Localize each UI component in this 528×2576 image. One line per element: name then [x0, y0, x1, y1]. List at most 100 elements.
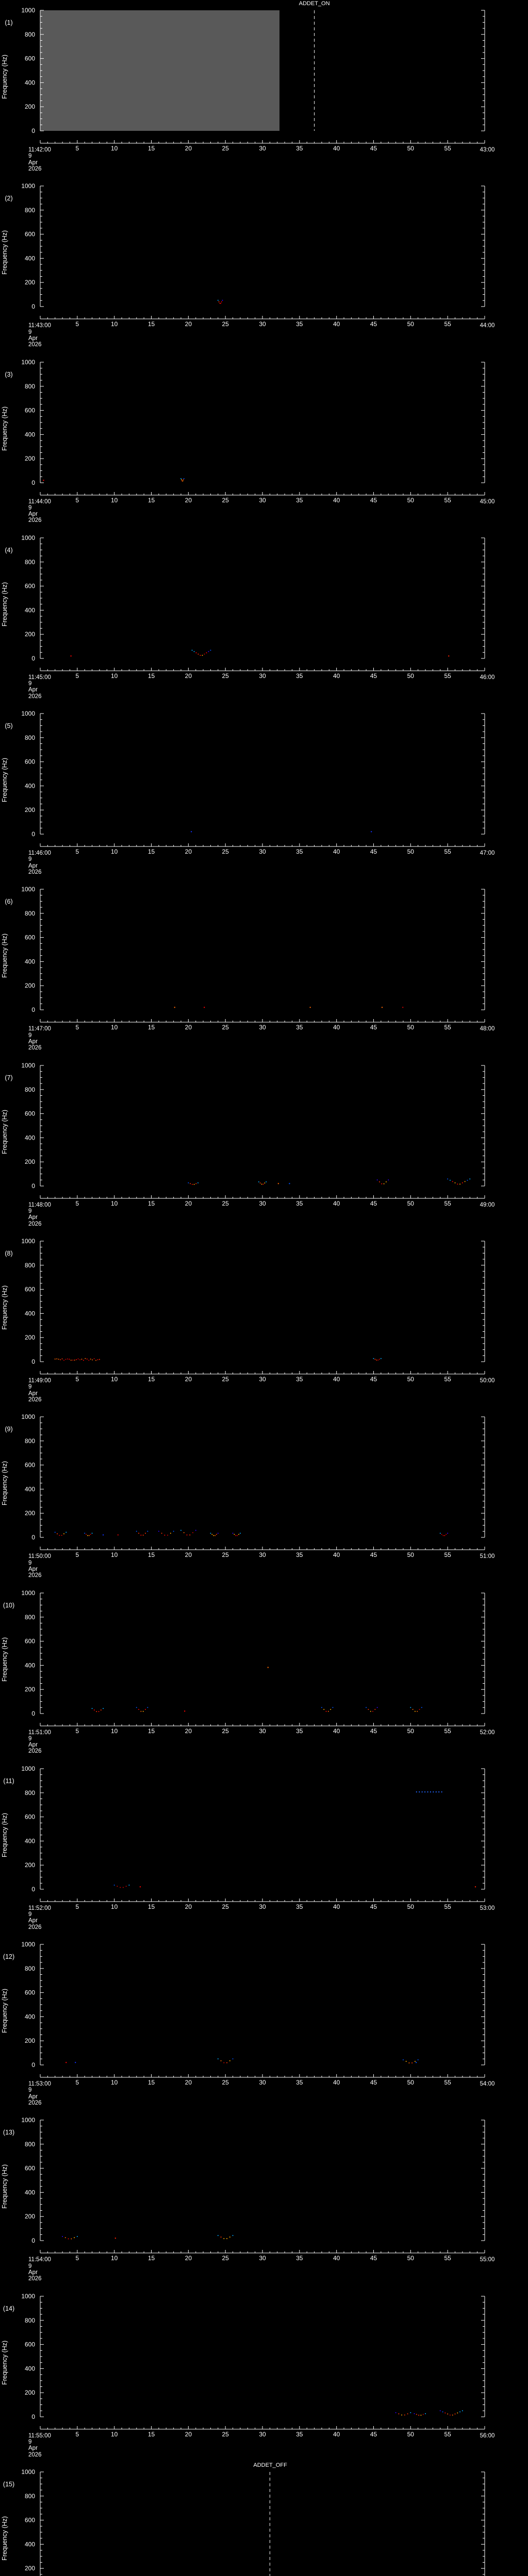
- svg-text:50: 50: [407, 1727, 415, 1735]
- svg-text:55: 55: [444, 1903, 451, 1910]
- svg-text:20: 20: [185, 848, 192, 855]
- svg-text:5: 5: [76, 1024, 79, 1031]
- svg-text:55: 55: [444, 1200, 451, 1207]
- svg-text:5: 5: [76, 2255, 79, 2262]
- svg-text:50: 50: [407, 2255, 415, 2262]
- svg-text:25: 25: [222, 145, 229, 152]
- svg-text:25: 25: [222, 1727, 229, 1735]
- svg-text:5: 5: [76, 672, 79, 680]
- svg-text:(1): (1): [5, 19, 12, 26]
- svg-text:0: 0: [31, 303, 35, 310]
- svg-text:35: 35: [296, 1024, 303, 1031]
- svg-text:800: 800: [25, 1613, 35, 1620]
- svg-text:10: 10: [111, 672, 118, 680]
- svg-text:600: 600: [25, 2517, 35, 2524]
- svg-text:50: 50: [407, 1200, 415, 1207]
- svg-text:1000: 1000: [21, 2468, 35, 2476]
- svg-text:15: 15: [148, 848, 155, 855]
- svg-text:1000: 1000: [21, 710, 35, 717]
- svg-text:50: 50: [407, 1024, 415, 1031]
- svg-text:(3): (3): [5, 371, 12, 378]
- svg-text:(15): (15): [3, 2481, 14, 2488]
- svg-text:40: 40: [333, 497, 340, 504]
- svg-text:600: 600: [25, 2341, 35, 2348]
- svg-text:45: 45: [370, 1376, 377, 1383]
- svg-text:15: 15: [148, 1727, 155, 1735]
- svg-text:1000: 1000: [21, 1765, 35, 1772]
- svg-text:50: 50: [407, 848, 415, 855]
- svg-text:20: 20: [185, 320, 192, 328]
- svg-text:200: 200: [25, 1334, 35, 1341]
- svg-text:35: 35: [296, 1551, 303, 1558]
- svg-text:35: 35: [296, 497, 303, 504]
- svg-text:50: 50: [407, 672, 415, 680]
- svg-text:800: 800: [25, 2316, 35, 2324]
- svg-text:40: 40: [333, 145, 340, 152]
- svg-text:400: 400: [25, 255, 35, 262]
- svg-text:600: 600: [25, 2165, 35, 2172]
- svg-text:15: 15: [148, 1903, 155, 1910]
- svg-text:20: 20: [185, 1903, 192, 1910]
- svg-text:50: 50: [407, 320, 415, 328]
- svg-text:55: 55: [444, 1727, 451, 1735]
- svg-text:(10): (10): [3, 1602, 14, 1609]
- svg-text:35: 35: [296, 320, 303, 328]
- svg-text:200: 200: [25, 1510, 35, 1517]
- svg-text:30: 30: [259, 2079, 266, 2086]
- svg-text:Frequency (Hz): Frequency (Hz): [1, 55, 8, 99]
- svg-text:50: 50: [407, 2079, 415, 2086]
- svg-text:30: 30: [259, 1551, 266, 1558]
- svg-text:15: 15: [148, 1200, 155, 1207]
- svg-text:800: 800: [25, 2141, 35, 2148]
- svg-text:Frequency (Hz): Frequency (Hz): [1, 1637, 8, 1682]
- svg-text:Frequency (Hz): Frequency (Hz): [1, 1461, 8, 1505]
- svg-text:30: 30: [259, 320, 266, 328]
- svg-text:20: 20: [185, 1024, 192, 1031]
- svg-text:10: 10: [111, 2255, 118, 2262]
- svg-text:200: 200: [25, 2213, 35, 2221]
- svg-text:400: 400: [25, 958, 35, 965]
- svg-text:Frequency (Hz): Frequency (Hz): [1, 230, 8, 275]
- svg-text:400: 400: [25, 1486, 35, 1493]
- svg-text:600: 600: [25, 1110, 35, 1117]
- svg-text:50: 50: [407, 2431, 415, 2438]
- svg-text:55: 55: [444, 145, 451, 152]
- svg-text:45: 45: [370, 1727, 377, 1735]
- svg-text:10: 10: [111, 145, 118, 152]
- svg-text:35: 35: [296, 848, 303, 855]
- svg-text:Frequency (Hz): Frequency (Hz): [1, 1813, 8, 1857]
- svg-text:55: 55: [444, 320, 451, 328]
- svg-text:0: 0: [31, 655, 35, 662]
- svg-text:25: 25: [222, 1903, 229, 1910]
- svg-text:400: 400: [25, 1662, 35, 1669]
- svg-text:5: 5: [76, 2431, 79, 2438]
- svg-text:30: 30: [259, 497, 266, 504]
- svg-text:15: 15: [148, 497, 155, 504]
- svg-text:25: 25: [222, 1551, 229, 1558]
- svg-text:10: 10: [111, 1551, 118, 1558]
- svg-text:30: 30: [259, 1903, 266, 1910]
- svg-text:45: 45: [370, 145, 377, 152]
- svg-text:40: 40: [333, 1727, 340, 1735]
- svg-text:25: 25: [222, 848, 229, 855]
- svg-text:1000: 1000: [21, 1413, 35, 1420]
- svg-text:45: 45: [370, 320, 377, 328]
- svg-text:400: 400: [25, 2189, 35, 2196]
- svg-text:35: 35: [296, 1376, 303, 1383]
- svg-text:45: 45: [370, 2079, 377, 2086]
- svg-text:400: 400: [25, 79, 35, 86]
- svg-text:200: 200: [25, 1158, 35, 1165]
- svg-text:55: 55: [444, 672, 451, 680]
- svg-text:400: 400: [25, 1134, 35, 1141]
- svg-text:15: 15: [148, 1376, 155, 1383]
- svg-text:25: 25: [222, 2255, 229, 2262]
- svg-text:800: 800: [25, 910, 35, 917]
- svg-text:40: 40: [333, 2431, 340, 2438]
- svg-text:40: 40: [333, 1024, 340, 1031]
- svg-text:45: 45: [370, 2255, 377, 2262]
- svg-text:(12): (12): [3, 1953, 14, 1960]
- svg-text:600: 600: [25, 758, 35, 766]
- svg-text:200: 200: [25, 455, 35, 462]
- svg-text:0: 0: [31, 1358, 35, 1365]
- svg-text:25: 25: [222, 320, 229, 328]
